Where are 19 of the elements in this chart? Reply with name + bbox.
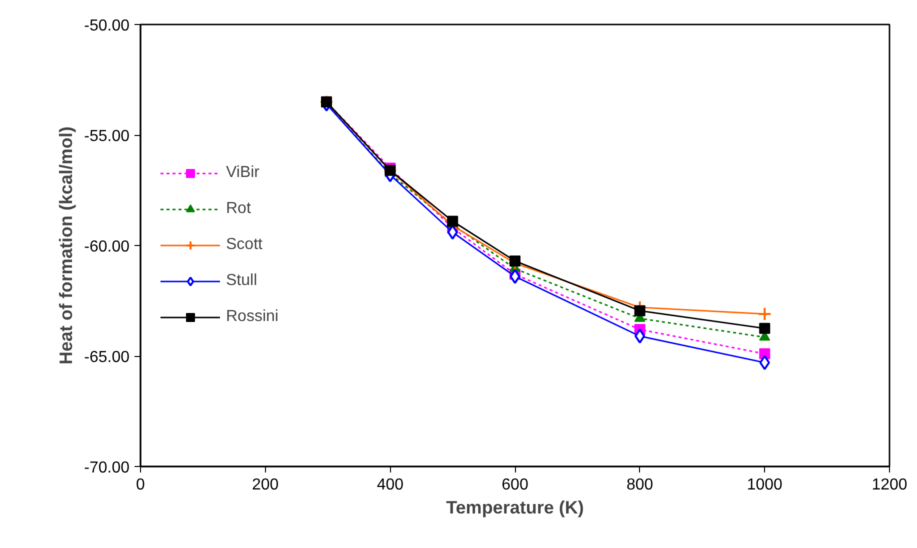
x-tick-label: 400 bbox=[376, 476, 404, 494]
y-axis-title: Heat of formation (kcal/mol) bbox=[56, 126, 76, 365]
legend-label: Rossini bbox=[226, 308, 278, 326]
legend-label: ViBir bbox=[226, 164, 260, 182]
y-tick-label: -60.00 bbox=[84, 238, 130, 256]
legend-label: Stull bbox=[226, 272, 258, 290]
x-tick-label: 1200 bbox=[872, 476, 908, 494]
x-tick-label: 600 bbox=[502, 476, 528, 494]
x-tick-label: 200 bbox=[252, 476, 279, 494]
x-tick-label: 0 bbox=[136, 476, 146, 494]
x-axis-title: Temperature (K) bbox=[446, 498, 584, 518]
x-tick-label: 800 bbox=[626, 476, 654, 494]
x-tick-label: 1000 bbox=[746, 476, 783, 494]
y-tick-label: -70.00 bbox=[84, 460, 130, 476]
y-tick-label: -50.00 bbox=[84, 18, 130, 34]
legend-label: Scott bbox=[226, 236, 262, 254]
y-tick-label: -55.00 bbox=[84, 128, 130, 145]
legend-label: Rot bbox=[226, 200, 251, 218]
y-tick-label: -65.00 bbox=[84, 349, 130, 366]
